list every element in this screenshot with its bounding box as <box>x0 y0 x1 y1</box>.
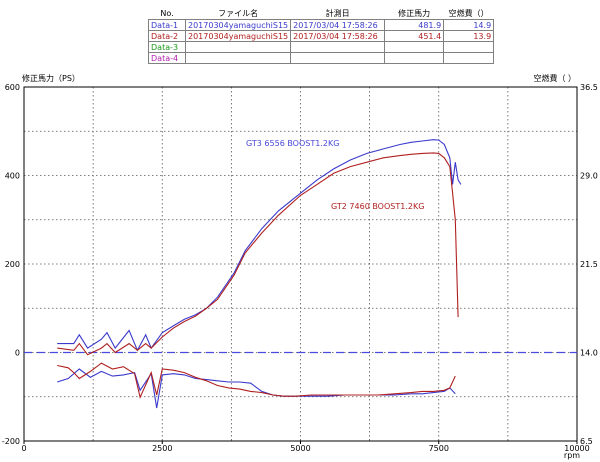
y-left-tick-label: 400 <box>5 172 20 181</box>
table-row: Data-2 20170304yamaguchiS15 2017/03/04 17:… <box>148 30 495 42</box>
x-tick-label: 7500 <box>429 444 449 453</box>
annotation-gt3: GT3 6556 BOOST1.2KG <box>246 139 339 148</box>
x-tick-label: 0 <box>21 444 26 453</box>
table-row: Data-3 <box>148 41 495 53</box>
chart-grid <box>24 87 577 441</box>
x-tick-label: 10000 <box>564 444 589 453</box>
series-line-data-2-afr <box>57 362 456 400</box>
chart-labels: 0 2500 5000 7500 10000-20002004006006.514.02… <box>2 73 598 460</box>
series-line-data-2-power <box>57 152 459 356</box>
y-right-tick-label: 14.0 <box>580 349 598 358</box>
y-left-tick-label: 200 <box>5 260 20 269</box>
table-header-row: No. ファイル名 計測日 修正馬力 空燃費（） <box>149 8 494 20</box>
y-right-tick-label: 6.5 <box>580 437 593 446</box>
y-left-tick-label: 600 <box>5 83 20 92</box>
annotation-gt2: GT2 7460 BOOST1.2KG <box>331 202 424 211</box>
cell-no: Data-1 <box>148 19 186 31</box>
y-right-tick-label: 29.0 <box>580 172 598 181</box>
series-line-data-1-afr <box>57 368 456 409</box>
x-tick-label: 5000 <box>290 444 310 453</box>
chart-axes <box>23 86 578 444</box>
y-right-tick-label: 21.5 <box>580 260 598 269</box>
series-line-data-1-power <box>57 139 462 352</box>
chart-series <box>57 139 462 409</box>
header-no: No. <box>160 9 174 18</box>
header-power: 修正馬力 <box>398 9 431 18</box>
x-tick-label: 2500 <box>152 444 172 453</box>
y-right-axis-label: 空燃費（ ） <box>533 73 576 83</box>
header-date: 計測日 <box>325 9 350 18</box>
header-afr: 空燃費（） <box>448 9 489 18</box>
cell-afr <box>443 52 495 64</box>
y-right-tick-label: 36.5 <box>580 83 598 92</box>
table-row: Data-4 <box>148 52 495 64</box>
y-left-tick-label: 0 <box>15 349 20 358</box>
y-left-axis-label: 修正馬力（PS） <box>22 73 80 83</box>
cell-file <box>184 52 292 64</box>
x-axis-label: rpm <box>564 451 580 460</box>
y-left-tick-label: -200 <box>2 437 20 446</box>
data-table: No. ファイル名 計測日 修正馬力 空燃費（） Data-1 20170304y… <box>148 8 495 64</box>
header-file: ファイル名 <box>218 9 259 18</box>
